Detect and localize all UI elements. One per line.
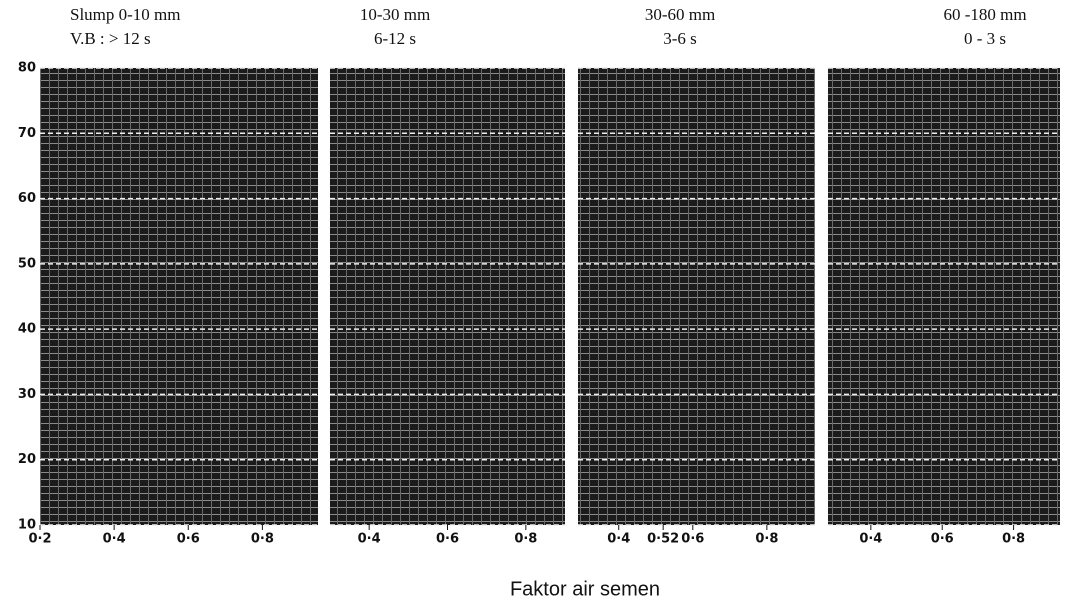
x-tick-label: 0·8 [251, 532, 274, 547]
y-tick-label: 20 [18, 452, 36, 467]
chart: Faktor air semen Slump 0-10 mm V.B : > 12… [0, 0, 1066, 606]
x-axis-label: Faktor air semen [510, 578, 660, 600]
x-tick-label: 0·6 [681, 532, 704, 547]
x-tick-label: 0·8 [514, 532, 537, 547]
y-tick-label: 10 [18, 518, 36, 533]
x-tick-label: 0·6 [931, 532, 954, 547]
plot-area [578, 68, 815, 525]
x-tick-label: 0·4 [607, 532, 630, 547]
y-tick-label: 80 [18, 61, 36, 76]
plot-area [330, 68, 565, 525]
panel-subtitle: 3-6 s [663, 29, 697, 48]
x-tick-label: 0·6 [177, 532, 200, 547]
x-tick-label: 0·8 [1002, 532, 1025, 547]
panel-subtitle: 0 - 3 s [964, 29, 1006, 48]
y-tick-label: 30 [18, 387, 36, 402]
x-tick-label: 0·52 [647, 532, 679, 547]
x-tick-label: 0·2 [28, 532, 51, 547]
x-tick-label: 0·4 [859, 532, 882, 547]
y-tick-label: 50 [18, 256, 36, 271]
x-tick-label: 0·8 [755, 532, 778, 547]
y-tick-label: 40 [18, 322, 36, 337]
panel-title: 10-30 mm [360, 5, 430, 24]
y-tick-label: 60 [18, 191, 36, 206]
x-tick-label: 0·6 [436, 532, 459, 547]
x-tick-label: 0·4 [103, 532, 126, 547]
panel-title: 60 -180 mm [943, 5, 1026, 24]
plot-area [40, 68, 318, 525]
plot-area [828, 68, 1060, 525]
panel-title: Slump 0-10 mm [70, 5, 181, 24]
y-tick-label: 70 [18, 126, 36, 141]
panel-title: 30-60 mm [645, 5, 715, 24]
x-tick-label: 0·4 [358, 532, 381, 547]
panel-subtitle: V.B : > 12 s [70, 29, 151, 48]
panel-subtitle: 6-12 s [374, 29, 416, 48]
